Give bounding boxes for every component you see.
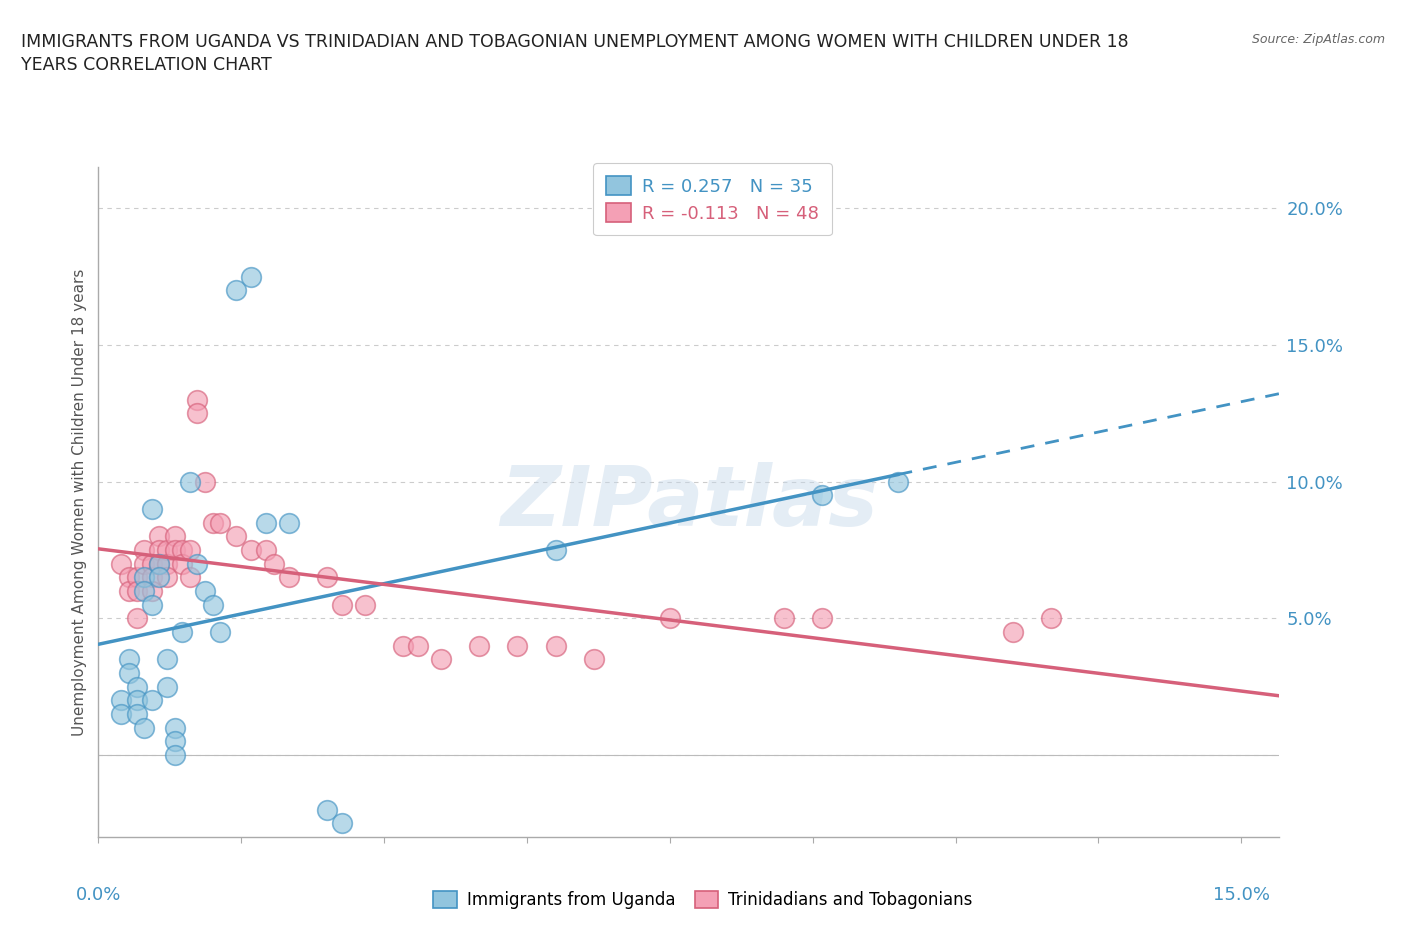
Point bbox=[134, 556, 156, 571]
Point bbox=[134, 542, 156, 557]
Point bbox=[118, 584, 141, 599]
Point bbox=[141, 584, 163, 599]
Point bbox=[544, 542, 567, 557]
Point bbox=[239, 270, 262, 285]
Point bbox=[225, 283, 247, 298]
Point bbox=[163, 542, 186, 557]
Point bbox=[141, 693, 163, 708]
Point bbox=[186, 405, 208, 420]
Point bbox=[163, 720, 186, 735]
Point bbox=[254, 515, 277, 530]
Point bbox=[179, 570, 201, 585]
Point bbox=[225, 529, 247, 544]
Point bbox=[156, 570, 179, 585]
Point bbox=[156, 556, 179, 571]
Point bbox=[430, 652, 453, 667]
Text: Source: ZipAtlas.com: Source: ZipAtlas.com bbox=[1251, 33, 1385, 46]
Point bbox=[148, 529, 170, 544]
Point bbox=[110, 556, 132, 571]
Point bbox=[811, 611, 834, 626]
Point bbox=[186, 556, 208, 571]
Point bbox=[201, 515, 224, 530]
Legend: Immigrants from Uganda, Trinidadians and Tobagonians: Immigrants from Uganda, Trinidadians and… bbox=[425, 883, 981, 917]
Point bbox=[209, 515, 232, 530]
Point bbox=[263, 556, 285, 571]
Point bbox=[156, 679, 179, 694]
Point bbox=[125, 584, 148, 599]
Point bbox=[141, 597, 163, 612]
Point bbox=[239, 542, 262, 557]
Point bbox=[277, 515, 299, 530]
Point bbox=[468, 638, 491, 653]
Point bbox=[1039, 611, 1062, 626]
Point bbox=[118, 652, 141, 667]
Point bbox=[148, 542, 170, 557]
Text: ZIPatlas: ZIPatlas bbox=[501, 461, 877, 543]
Point bbox=[163, 748, 186, 763]
Text: 15.0%: 15.0% bbox=[1213, 886, 1270, 904]
Point bbox=[118, 666, 141, 681]
Point bbox=[194, 474, 217, 489]
Point bbox=[134, 584, 156, 599]
Point bbox=[408, 638, 430, 653]
Point bbox=[172, 625, 194, 640]
Point bbox=[354, 597, 377, 612]
Point bbox=[156, 542, 179, 557]
Point bbox=[330, 597, 353, 612]
Point bbox=[125, 707, 148, 722]
Point bbox=[141, 570, 163, 585]
Point bbox=[118, 570, 141, 585]
Point bbox=[1001, 625, 1024, 640]
Point bbox=[110, 707, 132, 722]
Point bbox=[179, 474, 201, 489]
Point bbox=[163, 529, 186, 544]
Point bbox=[254, 542, 277, 557]
Point bbox=[209, 625, 232, 640]
Point bbox=[148, 570, 170, 585]
Point bbox=[134, 570, 156, 585]
Point bbox=[201, 597, 224, 612]
Point bbox=[392, 638, 415, 653]
Point bbox=[194, 584, 217, 599]
Text: 0.0%: 0.0% bbox=[76, 886, 121, 904]
Point bbox=[186, 392, 208, 407]
Point bbox=[773, 611, 796, 626]
Point bbox=[582, 652, 605, 667]
Point bbox=[316, 570, 339, 585]
Point bbox=[125, 693, 148, 708]
Point bbox=[141, 501, 163, 516]
Point bbox=[141, 556, 163, 571]
Point bbox=[134, 720, 156, 735]
Point bbox=[148, 556, 170, 571]
Point bbox=[172, 556, 194, 571]
Point bbox=[316, 803, 339, 817]
Point bbox=[125, 611, 148, 626]
Point bbox=[544, 638, 567, 653]
Point bbox=[887, 474, 910, 489]
Point bbox=[658, 611, 681, 626]
Point bbox=[172, 542, 194, 557]
Point bbox=[330, 816, 353, 830]
Y-axis label: Unemployment Among Women with Children Under 18 years: Unemployment Among Women with Children U… bbox=[72, 269, 87, 736]
Point bbox=[156, 652, 179, 667]
Point bbox=[110, 693, 132, 708]
Point bbox=[148, 556, 170, 571]
Point bbox=[125, 570, 148, 585]
Point bbox=[811, 488, 834, 503]
Point bbox=[125, 679, 148, 694]
Point bbox=[277, 570, 299, 585]
Point bbox=[179, 542, 201, 557]
Text: IMMIGRANTS FROM UGANDA VS TRINIDADIAN AND TOBAGONIAN UNEMPLOYMENT AMONG WOMEN WI: IMMIGRANTS FROM UGANDA VS TRINIDADIAN AN… bbox=[21, 33, 1129, 74]
Point bbox=[163, 734, 186, 749]
Point bbox=[506, 638, 529, 653]
Legend: R = 0.257   N = 35, R = -0.113   N = 48: R = 0.257 N = 35, R = -0.113 N = 48 bbox=[593, 163, 832, 235]
